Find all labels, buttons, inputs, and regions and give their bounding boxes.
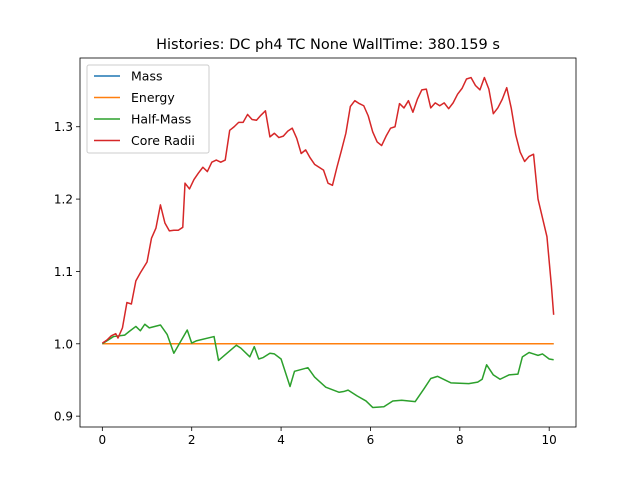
- series-layer: [101, 76, 555, 409]
- legend-label: Half-Mass: [131, 112, 191, 127]
- x-tick-label: 0: [99, 433, 107, 447]
- legend-label: Energy: [131, 90, 175, 105]
- legend-label: Mass: [131, 69, 162, 84]
- series-line-core-radii: [101, 76, 555, 344]
- legend-label: Core Radii: [131, 133, 195, 148]
- y-tick-label: 1.2: [54, 193, 73, 207]
- x-tick-label: 2: [188, 433, 196, 447]
- plot-area: [79, 57, 577, 428]
- x-tick-label: 8: [456, 433, 464, 447]
- y-tick-label: 0.9: [54, 410, 73, 424]
- x-tick-label: 10: [542, 433, 557, 447]
- y-tick-label: 1.0: [54, 337, 73, 351]
- y-axis: 0.9 1.0 1.1 1.2 1.3: [54, 120, 80, 424]
- x-tick-label: 4: [277, 433, 285, 447]
- x-axis: 0 2 4 6 8 10: [99, 427, 557, 447]
- legend: Mass Energy Half-Mass Core Radii: [86, 64, 210, 154]
- chart-title: Histories: DC ph4 TC None WallTime: 380.…: [156, 37, 500, 53]
- series-line-half-mass: [101, 323, 554, 409]
- x-tick-label: 6: [367, 433, 375, 447]
- y-tick-label: 1.3: [54, 120, 73, 134]
- y-tick-label: 1.1: [54, 265, 73, 279]
- axes-frame: [79, 57, 577, 428]
- legend-box: [86, 64, 210, 154]
